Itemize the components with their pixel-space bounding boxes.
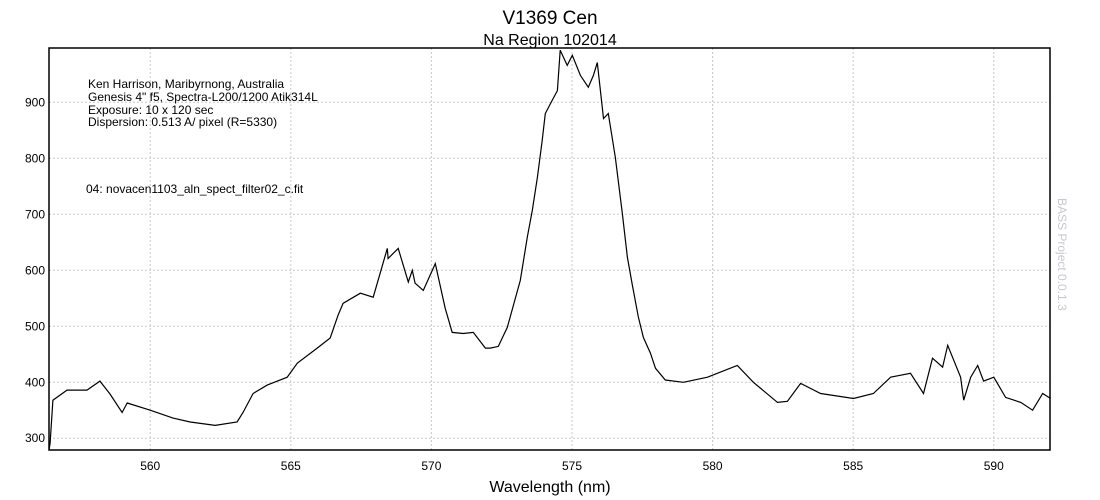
chart-title: V1369 Cen — [502, 8, 597, 29]
y-tick-label: 900 — [25, 95, 45, 109]
y-tick-label: 700 — [25, 207, 45, 221]
x-axis-label: Wavelength (nm) — [489, 479, 610, 496]
y-tick-label: 800 — [25, 151, 45, 165]
chart-subtitle: Na Region 102014 — [483, 32, 617, 49]
x-tick-label: 575 — [562, 459, 582, 473]
spectrum-line — [48, 49, 1051, 451]
x-tick-label: 585 — [843, 459, 863, 473]
watermark: BASS Project 0.0.1.3 — [1055, 198, 1069, 311]
annotation-equipment: Genesis 4" f5, Spectra-L200/1200 Atik314… — [88, 90, 318, 104]
y-tick-label: 600 — [25, 263, 45, 277]
y-tick-label: 500 — [25, 319, 45, 333]
x-tick-label: 570 — [421, 459, 441, 473]
annotation-exposure: Exposure: 10 x 120 sec — [88, 103, 213, 117]
plot-frame — [48, 47, 1051, 451]
y-tick-label: 400 — [25, 375, 45, 389]
grid — [49, 48, 1050, 450]
annotation-dispersion: Dispersion: 0.513 A/ pixel (R=5330) — [88, 115, 277, 129]
x-tick-label: 590 — [984, 459, 1004, 473]
y-tick-label: 300 — [25, 431, 45, 445]
x-tick-label: 560 — [140, 459, 160, 473]
x-tick-label: 565 — [281, 459, 301, 473]
file-label: 04: novacen1103_aln_spect_filter02_c.fit — [86, 182, 304, 196]
x-axis-ticks: 560 565 570 575 580 585 590 — [140, 459, 1004, 473]
y-axis-ticks: 300 400 500 600 700 800 900 — [25, 95, 45, 445]
annotation-observer: Ken Harrison, Maribyrnong, Australia — [88, 77, 284, 91]
x-tick-label: 580 — [703, 459, 723, 473]
